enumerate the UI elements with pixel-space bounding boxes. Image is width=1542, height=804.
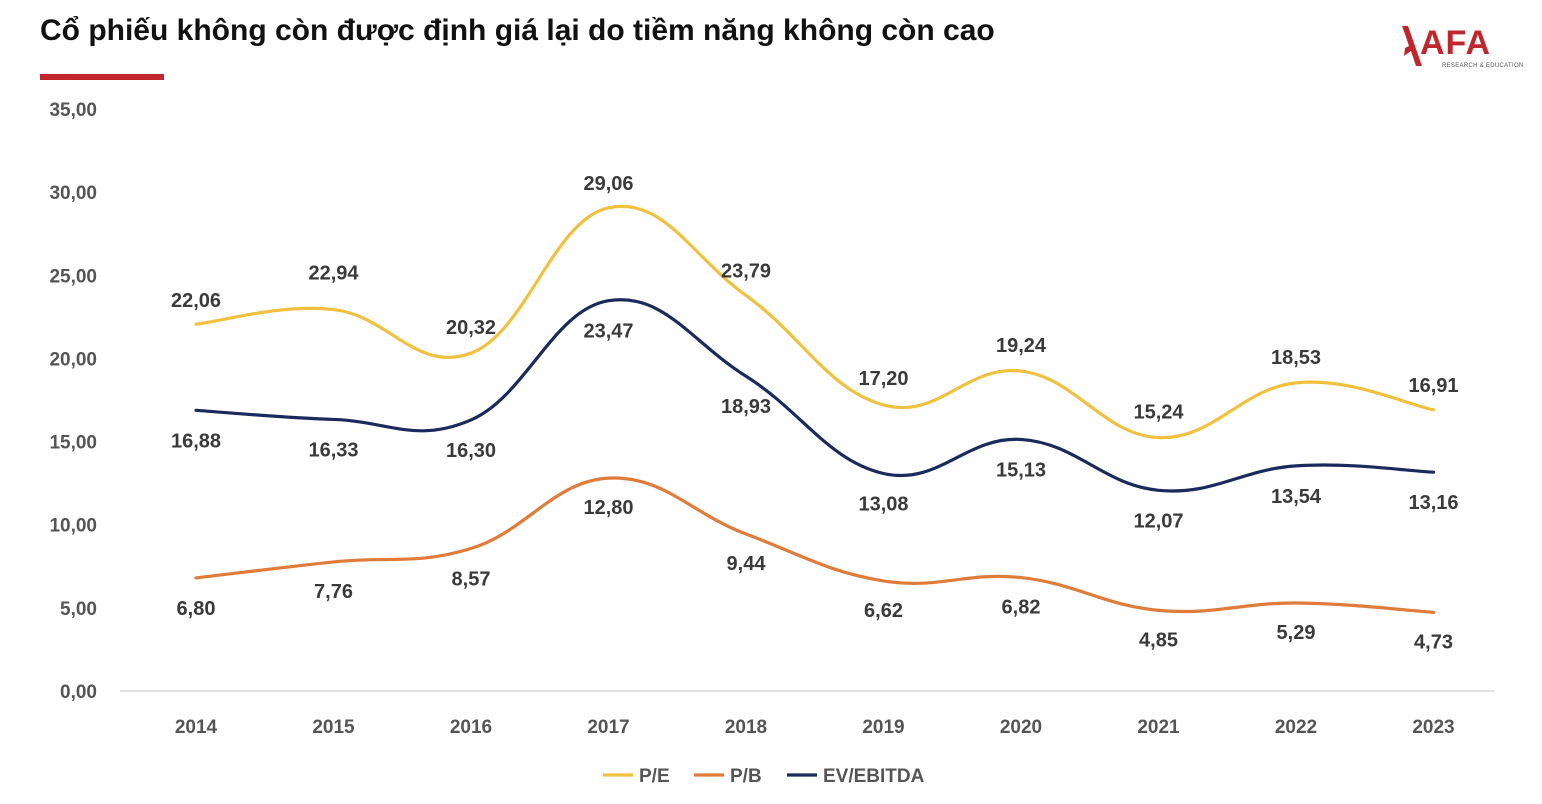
- data-label: 16,88: [171, 430, 221, 452]
- data-label: 6,82: [1002, 597, 1041, 619]
- y-tick-label: 10,00: [49, 516, 97, 537]
- data-label: 15,13: [996, 459, 1046, 481]
- y-tick-label: 30,00: [49, 183, 97, 204]
- series-line-evebitda: [194, 298, 1436, 493]
- data-label: 4,85: [1139, 629, 1178, 651]
- logo-subtext: RESEARCH & EDUCATION: [1442, 63, 1524, 69]
- data-label: 16,33: [308, 439, 358, 461]
- legend-label: EV/EBITDA: [823, 766, 925, 787]
- series-line-pe: [194, 204, 1436, 440]
- data-label: 22,94: [308, 263, 359, 285]
- data-label: 18,53: [1271, 347, 1321, 369]
- y-tick-label: 20,00: [49, 349, 97, 370]
- x-tick-label: 2023: [1412, 717, 1454, 738]
- data-label: 22,06: [171, 290, 221, 312]
- y-tick-label: 0,00: [60, 682, 97, 703]
- data-label: 5,29: [1277, 622, 1316, 644]
- series-line-pb: [194, 476, 1436, 614]
- title-accent-bar: [40, 74, 164, 80]
- series-layer: [194, 204, 1436, 614]
- legend-label: P/E: [639, 766, 670, 787]
- x-tick-label: 2017: [587, 717, 629, 738]
- y-tick-label: 35,00: [49, 100, 97, 121]
- y-tick-label: 5,00: [60, 599, 97, 620]
- x-tick-label: 2022: [1275, 717, 1317, 738]
- data-label: 16,30: [446, 440, 496, 462]
- data-label: 4,73: [1414, 631, 1453, 653]
- logo-text: AFA: [1420, 24, 1491, 62]
- x-tick-label: 2016: [450, 717, 492, 738]
- afa-logo: AFA RESEARCH & EDUCATION: [1394, 24, 1524, 76]
- afa-logo-icon: [1402, 26, 1422, 66]
- data-label-layer: 22,06 22,94 20,32 29,06 23,79 17,20 19,24 15,24…: [171, 173, 1459, 654]
- legend: P/E P/B EV/EBITDA: [603, 766, 925, 787]
- data-label: 12,07: [1133, 510, 1183, 532]
- data-label: 8,57: [452, 568, 491, 590]
- data-label: 23,47: [583, 321, 633, 343]
- x-tick-label: 2019: [862, 717, 904, 738]
- data-label: 17,20: [858, 368, 908, 390]
- data-label: 13,08: [858, 493, 908, 515]
- data-label: 19,24: [996, 335, 1047, 357]
- data-label: 9,44: [727, 553, 767, 575]
- legend-label: P/B: [730, 766, 762, 787]
- page-title: Cổ phiếu không còn được định giá lại do …: [40, 14, 995, 47]
- legend-item: EV/EBITDA: [787, 766, 925, 787]
- data-label: 18,93: [721, 396, 771, 418]
- x-tick-label: 2018: [725, 717, 767, 738]
- data-label: 16,91: [1408, 375, 1458, 397]
- data-label: 12,80: [583, 497, 633, 519]
- y-tick-label: 25,00: [49, 266, 97, 287]
- x-tick-label: 2014: [175, 717, 218, 738]
- axis-layer: 0,00 5,00 10,00 15,00 20,00 25,00 30,00 35,00 20…: [49, 100, 1495, 738]
- data-label: 13,16: [1408, 492, 1458, 514]
- data-label: 13,54: [1271, 486, 1322, 508]
- data-label: 20,32: [446, 317, 496, 339]
- data-label: 23,79: [721, 260, 771, 282]
- data-label: 6,62: [864, 600, 903, 622]
- data-label: 29,06: [583, 173, 633, 195]
- data-label: 6,80: [177, 598, 216, 620]
- x-tick-label: 2020: [1000, 717, 1042, 738]
- data-label: 15,24: [1133, 402, 1184, 424]
- legend-item: P/B: [694, 766, 762, 787]
- y-tick-label: 15,00: [49, 433, 97, 454]
- legend-item: P/E: [603, 766, 670, 787]
- data-label: 7,76: [314, 581, 353, 603]
- x-tick-label: 2015: [312, 717, 355, 738]
- x-tick-label: 2021: [1137, 717, 1180, 738]
